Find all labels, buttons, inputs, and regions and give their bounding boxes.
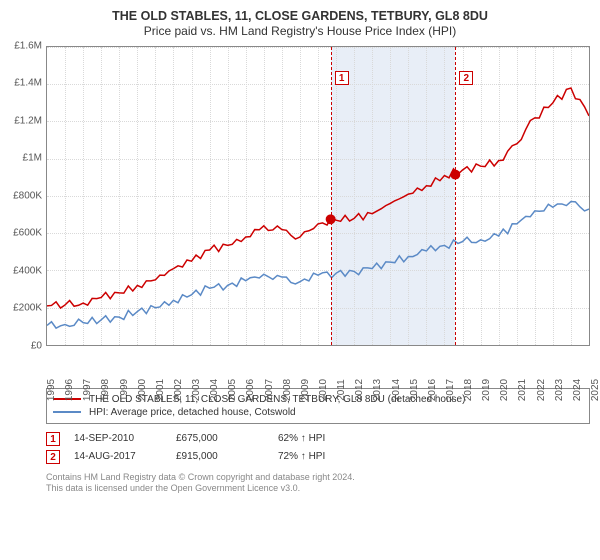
chart-subtitle: Price paid vs. HM Land Registry's House … [0,24,600,40]
y-axis: £0£200K£400K£600K£800K£1M£1.2M£1.4M£1.6M [0,46,46,346]
event-line [331,47,332,345]
x-tick-label: 1995 [46,379,57,401]
event-line [455,47,456,345]
x-axis: 1995199619971998199920002001200220032004… [46,346,590,384]
x-tick-label: 2016 [427,379,438,401]
x-tick-label: 1996 [64,379,75,401]
event-price: £915,000 [176,451,264,462]
y-tick-label: £800K [13,190,42,201]
y-tick-label: £400K [13,265,42,276]
y-tick-label: £0 [31,340,42,351]
x-tick-label: 2020 [499,379,510,401]
y-tick-label: £1.4M [14,78,42,89]
chart-container: THE OLD STABLES, 11, CLOSE GARDENS, TETB… [0,0,600,560]
y-tick-label: £1.2M [14,115,42,126]
y-tick-label: £1.6M [14,40,42,51]
x-tick-label: 2014 [391,379,402,401]
x-tick-label: 2023 [554,379,565,401]
footer-line1: Contains HM Land Registry data © Crown c… [46,472,590,483]
legend-row: HPI: Average price, detached house, Cots… [53,406,583,419]
event-badge: 1 [335,71,349,85]
footer-attribution: Contains HM Land Registry data © Crown c… [46,472,590,495]
x-tick-label: 1998 [100,379,111,401]
event-row: 2 14-AUG-2017 £915,000 72% ↑ HPI [46,448,590,466]
events-table: 1 14-SEP-2010 £675,000 62% ↑ HPI 2 14-AUG-201… [46,430,590,466]
footer-line2: This data is licensed under the Open Gov… [46,483,590,494]
x-tick-label: 2024 [572,379,583,401]
legend-label: HPI: Average price, detached house, Cots… [89,407,296,418]
x-tick-label: 2004 [209,379,220,401]
x-tick-label: 2007 [264,379,275,401]
y-tick-label: £200K [13,303,42,314]
plot-area: 12 [46,46,590,346]
event-delta: 72% ↑ HPI [278,451,366,462]
series-hpi [47,201,589,328]
event-badge: 2 [459,71,473,85]
x-tick-label: 2019 [481,379,492,401]
x-tick-label: 2025 [590,379,600,401]
x-tick-label: 2017 [445,379,456,401]
x-tick-label: 2013 [372,379,383,401]
event-delta: 62% ↑ HPI [278,433,366,444]
x-tick-label: 2003 [191,379,202,401]
x-tick-label: 2008 [282,379,293,401]
x-tick-label: 2012 [354,379,365,401]
event-row: 1 14-SEP-2010 £675,000 62% ↑ HPI [46,430,590,448]
plot-svg [47,47,589,345]
x-tick-label: 1999 [119,379,130,401]
event-price: £675,000 [176,433,264,444]
x-tick-label: 2010 [318,379,329,401]
x-tick-label: 2015 [409,379,420,401]
y-tick-label: £600K [13,228,42,239]
event-date: 14-SEP-2010 [74,433,162,444]
event-badge: 2 [46,450,60,464]
event-date: 14-AUG-2017 [74,451,162,462]
event-badge: 1 [46,432,60,446]
x-tick-label: 2000 [137,379,148,401]
x-tick-label: 1997 [82,379,93,401]
x-tick-label: 2021 [517,379,528,401]
x-tick-label: 2002 [173,379,184,401]
x-tick-label: 2005 [227,379,238,401]
x-tick-label: 2001 [155,379,166,401]
y-tick-label: £1M [23,153,42,164]
x-tick-label: 2018 [463,379,474,401]
x-tick-label: 2022 [536,379,547,401]
chart-title: THE OLD STABLES, 11, CLOSE GARDENS, TETB… [0,0,600,24]
x-tick-label: 2009 [300,379,311,401]
x-tick-label: 2011 [336,379,347,401]
x-tick-label: 2006 [245,379,256,401]
legend-swatch [53,411,81,413]
